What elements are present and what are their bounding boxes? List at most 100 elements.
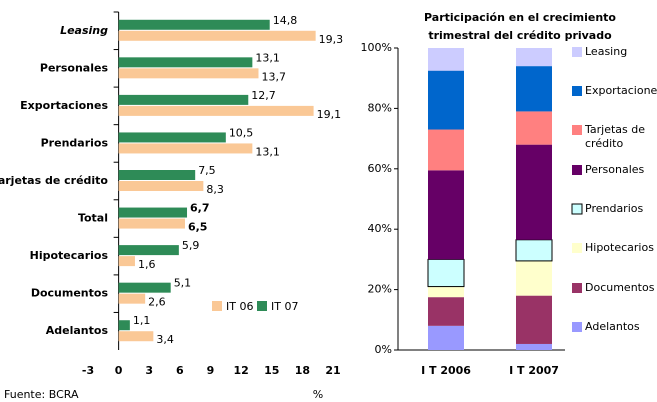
bar-segment [427,258,465,288]
x-tick-label: 9 [207,364,215,377]
value-label: 2,6 [148,296,166,309]
y-tick-label: Personales [40,61,109,74]
bar [118,57,253,68]
bar [118,170,196,180]
bar [118,320,130,331]
bar-segment [428,297,464,326]
bar-segment [428,48,464,71]
bar [118,207,188,218]
source-note: Fuente: BCRA [4,388,79,401]
legend-swatch [572,283,582,293]
bar-segment [516,295,552,344]
legend-label: Leasing [585,45,628,58]
x-tick-label: I T 2007 [509,364,559,377]
y-tick-label: 20% [368,283,392,296]
value-label: 7,5 [198,164,216,177]
legend-label: Adelantos [585,320,640,333]
value-label: 6,5 [188,221,208,234]
value-label: 13,1 [255,145,280,158]
y-tick-label: 80% [368,101,392,114]
bar [118,105,314,116]
bar [118,331,154,342]
value-label: 1,6 [138,258,156,271]
legend-label: Tarjetas de crédito [585,123,646,150]
y-tick-label: Hipotecarios [30,249,109,262]
legend-label: Personales [585,163,645,176]
x-tick-label: 21 [325,364,340,377]
y-tick-label: 0% [375,343,392,356]
y-tick-label: Exportaciones [20,99,108,112]
y-tick-label: 100% [361,41,392,54]
x-tick-label: 0 [115,364,123,377]
bar-segment [428,129,464,171]
legend-label: IT 06 [226,300,253,313]
x-tick-label: -3 [82,364,94,377]
bar [118,132,226,143]
bar [118,94,249,105]
x-tick-label: 15 [264,364,279,377]
bar-segment [516,144,552,240]
bar [118,282,171,293]
bar-segment [516,48,552,67]
bar-segment [515,239,553,262]
bar-segment [428,70,464,130]
value-label: 13,7 [261,70,286,83]
bar-segment [428,325,464,350]
legend-label: Exportaciones [585,84,657,97]
legend-swatch [572,86,582,96]
bar [118,181,204,191]
bar [118,256,135,267]
bar [118,19,270,30]
bar [118,218,185,229]
value-label: 12,7 [251,89,275,102]
bar-segment [516,343,552,350]
legend-swatch [572,243,582,253]
value-label: 5,1 [174,277,192,290]
legend-label: Hipotecarios [585,241,654,254]
bar-segment [516,111,552,145]
legend-swatch [257,301,267,311]
bar [118,245,179,256]
x-tick-label: 6 [176,364,184,377]
y-tick-label: Tarjetas de crédito [0,174,108,187]
value-label: 19,3 [319,33,344,46]
value-label: 19,1 [317,108,342,121]
legend-swatch [212,301,222,311]
legend-swatch [571,203,583,215]
bar [118,30,316,41]
y-tick-label: Leasing [60,24,108,37]
y-tick-label: Adelantos [46,324,109,337]
y-tick-label: Total [78,212,108,225]
bar-segment [428,286,464,298]
x-tick-label: 3 [145,364,153,377]
legend-swatch [572,322,582,332]
bar-segment [516,260,552,296]
value-label: 1,1 [133,314,151,327]
x-axis-unit: % [313,388,323,401]
x-tick-label: I T 2006 [421,364,471,377]
value-label: 13,1 [255,51,280,64]
legend-swatch [572,47,582,57]
x-tick-label: 18 [295,364,310,377]
legend-swatch [572,165,582,175]
legend-label: Documentos [585,281,655,294]
y-tick-label: 60% [368,162,392,175]
y-tick-label: Prendarios [41,136,109,149]
legend-label: IT 07 [271,300,298,313]
value-label: 6,7 [190,202,210,215]
bar-segment [428,170,464,260]
bar [118,68,259,79]
bar [118,293,146,304]
legend-swatch [572,125,582,135]
y-tick-label: 40% [368,222,392,235]
legend-label: Prendarios [585,202,644,215]
bar [118,143,253,154]
value-label: 8,3 [206,183,224,196]
value-label: 3,4 [156,333,174,346]
y-tick-label: Documentos [31,287,109,300]
value-label: 10,5 [229,126,254,139]
bar-segment [516,66,552,112]
x-tick-label: 12 [233,364,248,377]
